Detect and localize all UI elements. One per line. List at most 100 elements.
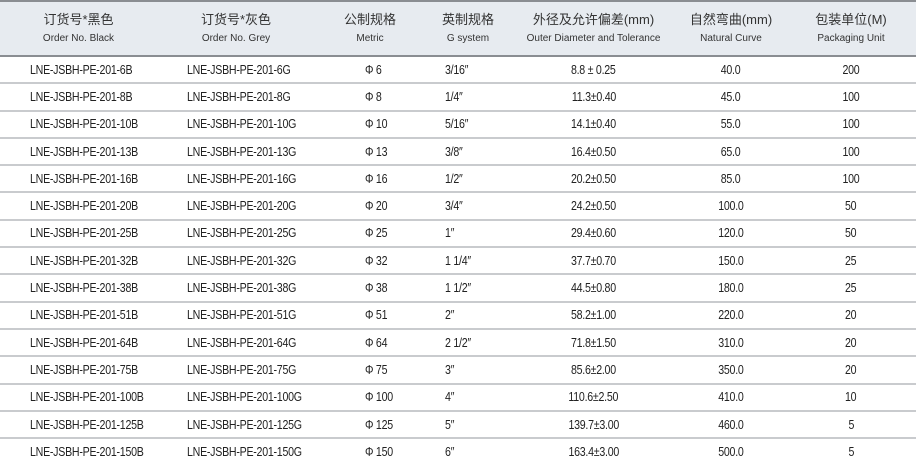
cell-text: LNE-JSBH-PE-201-125G (187, 417, 302, 432)
cell-g-system: 3/4″ (425, 192, 511, 219)
cell-natural-curve: 410.0 (676, 384, 786, 411)
cell-metric: Φ 150 (315, 438, 425, 465)
cell-text: LNE-JSBH-PE-201-38B (30, 281, 138, 296)
cell-text: 25 (845, 253, 857, 268)
cell-text: LNE-JSBH-PE-201-75B (30, 362, 138, 377)
cell-packaging-unit: 100 (786, 165, 916, 192)
cell-g-system: 3/8″ (425, 138, 511, 165)
cell-g-system: 2 1/2″ (425, 329, 511, 356)
header-en: Order No. Black (42, 32, 115, 44)
cell-text: 1″ (445, 226, 455, 241)
cell-packaging-unit: 20 (786, 356, 916, 383)
cell-packaging-unit: 25 (786, 274, 916, 301)
header-metric: 公制规格 Metric (315, 1, 425, 56)
cell-text: 100 (842, 171, 860, 186)
table-row: LNE-JSBH-PE-201-64B LNE-JSBH-PE-201-64G Φ … (0, 329, 916, 357)
cell-text: Φ 10 (365, 117, 388, 132)
cell-natural-curve: 40.0 (676, 56, 786, 83)
cell-natural-curve: 220.0 (676, 302, 786, 329)
header-zh: 订货号*灰色 (200, 11, 272, 27)
cell-text: 16.4±0.50 (571, 144, 616, 159)
cell-packaging-unit: 25 (786, 247, 916, 274)
cell-text: 5″ (445, 417, 455, 432)
cell-outer-diameter: 20.2±0.50 (511, 165, 676, 192)
cell-text: 58.2±1.00 (571, 308, 616, 323)
cell-order-no-grey: LNE-JSBH-PE-201-64G (157, 329, 315, 356)
table-row: LNE-JSBH-PE-201-20B LNE-JSBH-PE-201-20G Φ … (0, 192, 916, 220)
table-row: LNE-JSBH-PE-201-32B LNE-JSBH-PE-201-32G Φ … (0, 247, 916, 275)
cell-text: LNE-JSBH-PE-201-75G (187, 362, 297, 377)
table-row: LNE-JSBH-PE-201-125B LNE-JSBH-PE-201-125G… (0, 411, 916, 439)
cell-text: 180.0 (718, 281, 744, 296)
cell-natural-curve: 45.0 (676, 83, 786, 110)
table-row: LNE-JSBH-PE-201-100B LNE-JSBH-PE-201-100G… (0, 384, 916, 411)
cell-order-no-grey: LNE-JSBH-PE-201-100G (157, 384, 315, 411)
cell-text: 310.0 (718, 335, 744, 350)
cell-text: 1 1/2″ (445, 281, 471, 296)
cell-outer-diameter: 8.8 ± 0.25 (511, 56, 676, 83)
cell-text: 3/4″ (445, 199, 463, 214)
table-header: 订货号*黑色 Order No. Black 订货号*灰色 Order No. Gre… (0, 1, 916, 56)
cell-metric: Φ 51 (315, 302, 425, 329)
cell-packaging-unit: 200 (786, 56, 916, 83)
cell-order-no-grey: LNE-JSBH-PE-201-25G (157, 220, 315, 247)
cell-g-system: 1 1/4″ (425, 247, 511, 274)
header-zh: 外径及允许偏差(mm) (532, 11, 655, 27)
table-row: LNE-JSBH-PE-201-38B LNE-JSBH-PE-201-38G Φ … (0, 274, 916, 302)
cell-order-no-grey: LNE-JSBH-PE-201-20G (157, 192, 315, 219)
cell-text: LNE-JSBH-PE-201-10G (187, 117, 297, 132)
header-order-no-grey: 订货号*灰色 Order No. Grey (157, 1, 315, 56)
cell-outer-diameter: 139.7±3.00 (511, 411, 676, 438)
cell-order-no-black: LNE-JSBH-PE-201-25B (0, 220, 157, 247)
cell-text: 3/8″ (445, 144, 463, 159)
cell-order-no-black: LNE-JSBH-PE-201-8B (0, 83, 157, 110)
cell-text: 50 (845, 199, 857, 214)
cell-g-system: 5/16″ (425, 111, 511, 138)
cell-metric: Φ 8 (315, 83, 425, 110)
table-row: LNE-JSBH-PE-201-150B LNE-JSBH-PE-201-150G… (0, 438, 916, 465)
header-zh: 英制规格 (441, 11, 494, 27)
cell-text: 120.0 (718, 226, 744, 241)
cell-order-no-black: LNE-JSBH-PE-201-20B (0, 192, 157, 219)
cell-text: 3″ (445, 362, 455, 377)
cell-natural-curve: 460.0 (676, 411, 786, 438)
cell-natural-curve: 100.0 (676, 192, 786, 219)
cell-text: Φ 125 (365, 417, 393, 432)
cell-text: LNE-JSBH-PE-201-64G (187, 335, 297, 350)
cell-text: 45.0 (721, 89, 741, 104)
cell-text: LNE-JSBH-PE-201-51B (30, 308, 138, 323)
cell-text: LNE-JSBH-PE-201-6B (30, 62, 133, 77)
cell-text: 220.0 (718, 308, 744, 323)
header-zh: 公制规格 (343, 11, 396, 27)
cell-text: LNE-JSBH-PE-201-25B (30, 226, 138, 241)
cell-text: 25 (845, 281, 857, 296)
cell-order-no-grey: LNE-JSBH-PE-201-6G (157, 56, 315, 83)
cell-metric: Φ 38 (315, 274, 425, 301)
cell-text: 40.0 (721, 62, 741, 77)
cell-text: LNE-JSBH-PE-201-32B (30, 253, 138, 268)
header-packaging-unit: 包装单位(M) Packaging Unit (786, 1, 916, 56)
cell-text: 350.0 (718, 362, 744, 377)
cell-order-no-grey: LNE-JSBH-PE-201-125G (157, 411, 315, 438)
cell-packaging-unit: 100 (786, 138, 916, 165)
cell-g-system: 1 1/2″ (425, 274, 511, 301)
cell-text: 29.4±0.60 (571, 226, 616, 241)
header-natural-curve: 自然弯曲(mm) Natural Curve (676, 1, 786, 56)
cell-text: 163.4±3.00 (568, 445, 619, 460)
cell-text: LNE-JSBH-PE-201-64B (30, 335, 138, 350)
cell-packaging-unit: 20 (786, 302, 916, 329)
cell-outer-diameter: 29.4±0.60 (511, 220, 676, 247)
cell-text: 200 (842, 62, 860, 77)
cell-g-system: 1″ (425, 220, 511, 247)
cell-metric: Φ 20 (315, 192, 425, 219)
cell-text: 1 1/4″ (445, 253, 471, 268)
cell-packaging-unit: 50 (786, 220, 916, 247)
cell-outer-diameter: 37.7±0.70 (511, 247, 676, 274)
cell-text: Φ 51 (365, 308, 388, 323)
cell-text: Φ 32 (365, 253, 388, 268)
cell-packaging-unit: 100 (786, 111, 916, 138)
cell-natural-curve: 55.0 (676, 111, 786, 138)
cell-text: 20.2±0.50 (571, 171, 616, 186)
cell-order-no-grey: LNE-JSBH-PE-201-8G (157, 83, 315, 110)
cell-text: 14.1±0.40 (571, 117, 616, 132)
